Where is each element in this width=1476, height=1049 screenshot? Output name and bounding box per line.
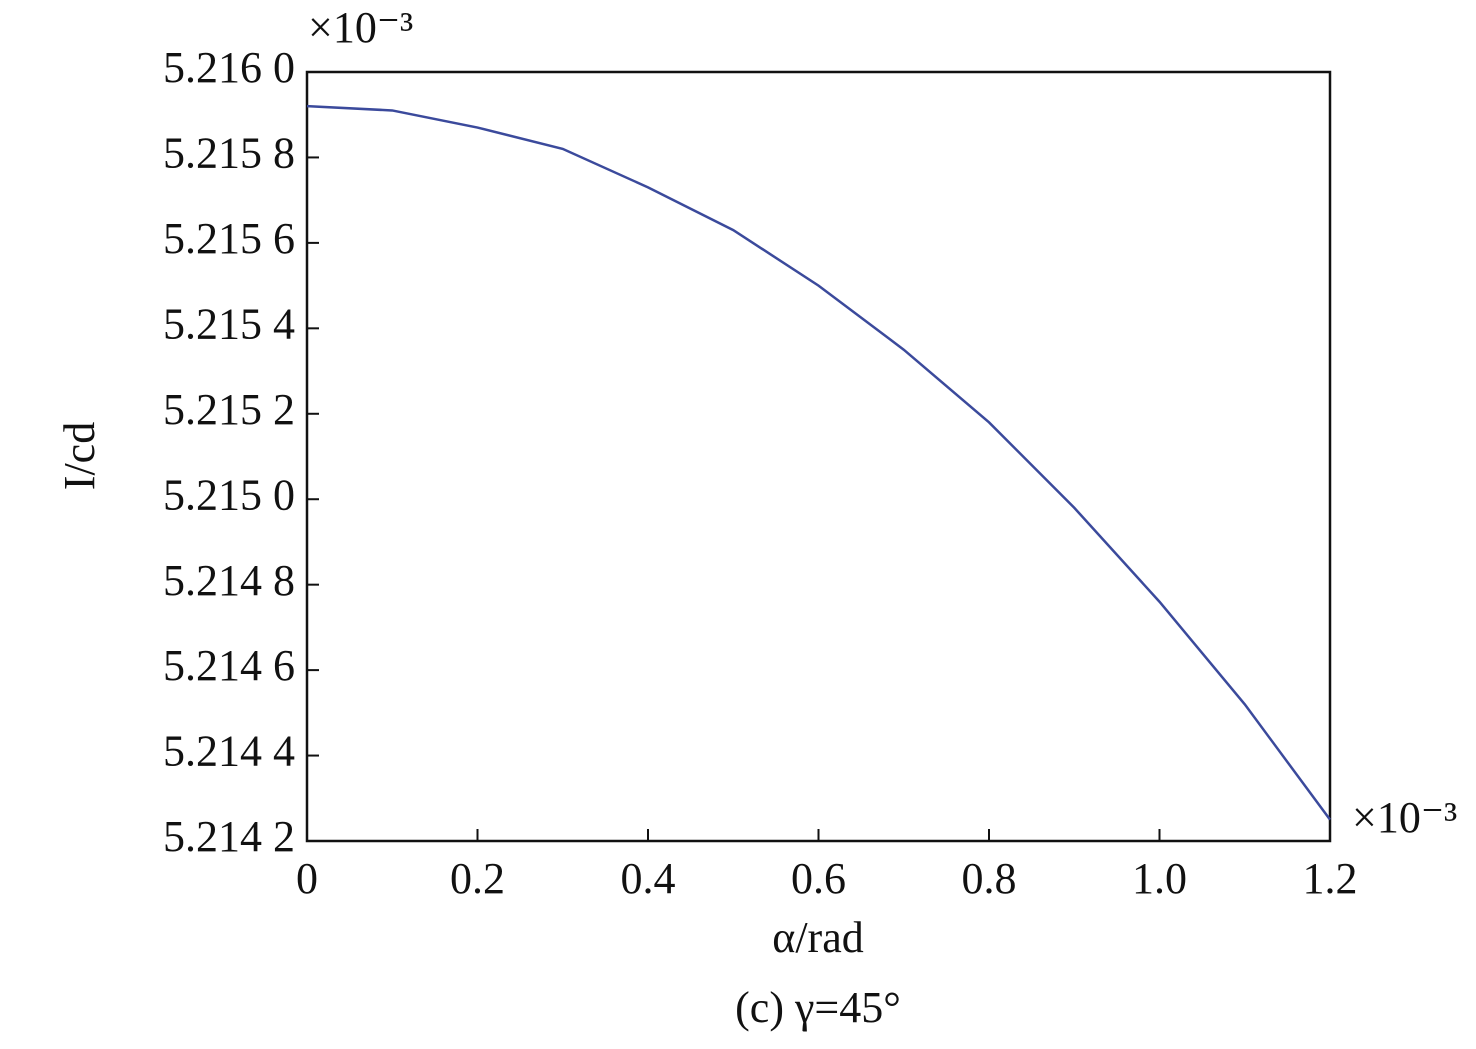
y-tick-label: 5.216 0 (163, 43, 295, 92)
y-tick-label: 5.214 4 (163, 727, 295, 776)
y-tick-label: 5.215 4 (163, 299, 295, 348)
caption: (c) γ=45° (735, 983, 901, 1032)
y-tick-label: 5.215 8 (163, 129, 295, 178)
x-axis-label: α/rad (772, 913, 863, 962)
y-axis-label: I/cd (55, 422, 104, 490)
y-tick-label: 5.215 6 (163, 214, 295, 263)
y-tick-label: 5.215 2 (163, 385, 295, 434)
y-tick-label: 5.214 8 (163, 556, 295, 605)
x-tick-label: 0.4 (621, 854, 676, 903)
x-tick-label: 1.2 (1303, 854, 1358, 903)
plot-frame (305, 70, 1332, 843)
y-multiplier: ×10⁻³ (308, 3, 413, 52)
y-tick-label: 5.214 2 (163, 812, 295, 861)
y-tick-label: 5.214 6 (163, 641, 295, 690)
line-series (306, 104, 1332, 821)
x-multiplier: ×10⁻³ (1352, 793, 1457, 842)
x-tick-label: 0.2 (450, 854, 505, 903)
y-tick-label: 5.215 0 (163, 470, 295, 519)
x-tick-label: 0.6 (791, 854, 846, 903)
x-tick-label: 1.0 (1132, 854, 1187, 903)
x-tick-label: 0 (296, 854, 318, 903)
x-tick-label: 0.8 (962, 854, 1017, 903)
